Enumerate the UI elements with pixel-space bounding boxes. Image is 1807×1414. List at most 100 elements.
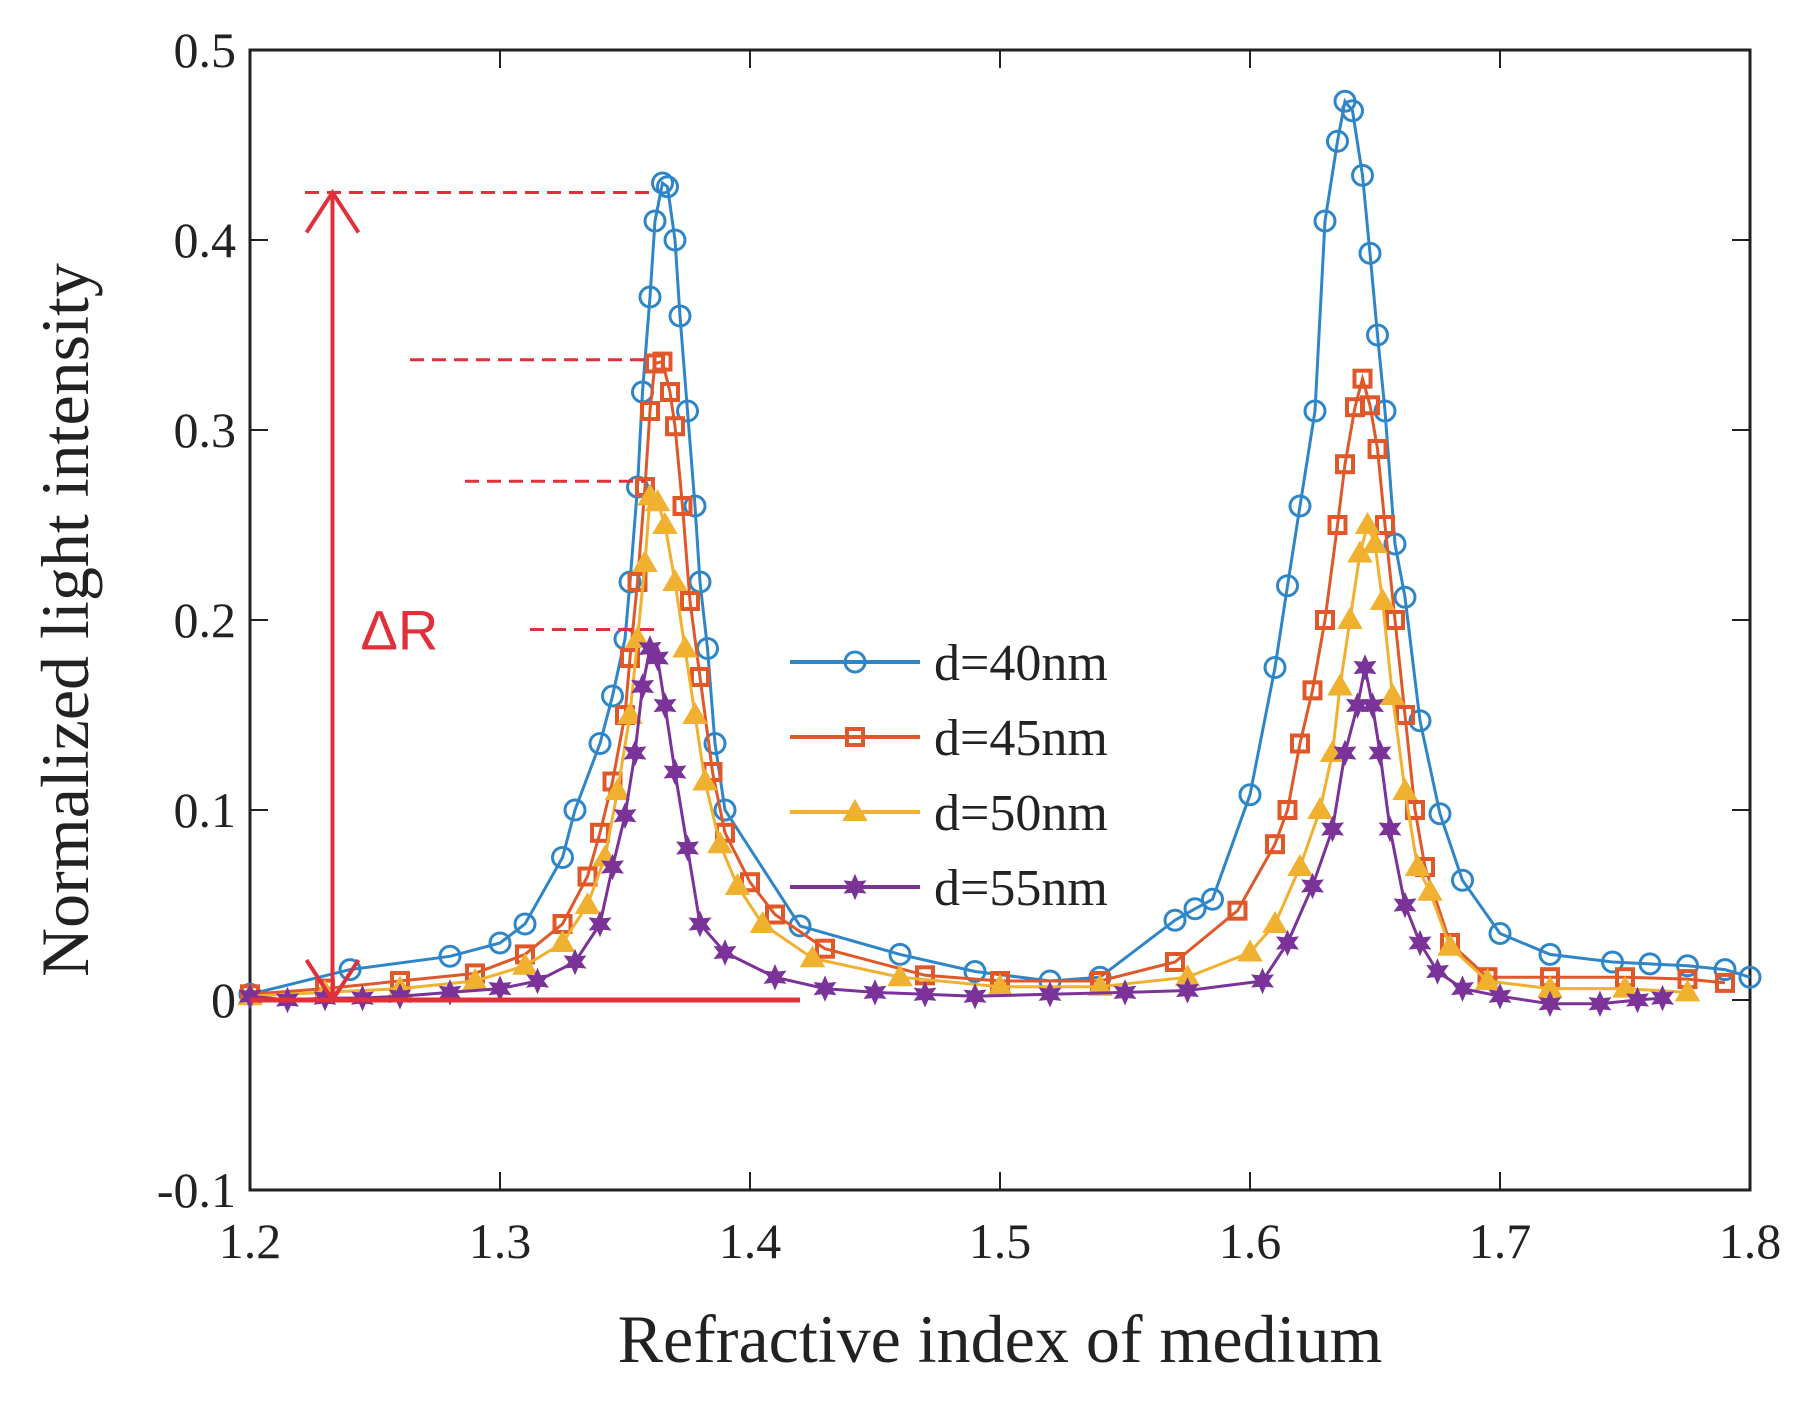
y-tick-label: 0.3 xyxy=(174,402,237,458)
data-point xyxy=(631,673,654,700)
data-point xyxy=(620,648,640,668)
data-point xyxy=(668,304,692,328)
data-point xyxy=(1163,908,1187,932)
data-point xyxy=(1488,982,1512,1010)
data-point xyxy=(887,964,913,987)
data-point xyxy=(1676,954,1699,978)
legend-marker xyxy=(843,873,867,901)
data-point xyxy=(1713,958,1737,982)
data-point xyxy=(963,960,987,983)
data-point xyxy=(749,911,776,933)
series-line xyxy=(249,97,1751,996)
data-point xyxy=(1378,815,1402,843)
x-tick-label: 1.3 xyxy=(469,1213,532,1269)
data-point xyxy=(1227,900,1248,921)
data-point xyxy=(1265,834,1285,855)
series-layer xyxy=(237,89,1762,1018)
data-point xyxy=(1368,739,1392,767)
legend-marker xyxy=(845,727,865,747)
data-point xyxy=(488,931,512,955)
data-point xyxy=(1404,854,1431,876)
legend-item: d=40nm xyxy=(790,635,1108,692)
data-point xyxy=(1251,967,1274,995)
data-point xyxy=(1351,163,1374,187)
data-point xyxy=(601,853,624,881)
data-point xyxy=(1538,990,1562,1018)
x-axis: 1.2 1.3 1.4 1.5 1.6 1.7 1.8 xyxy=(219,50,1781,1269)
data-point xyxy=(863,979,887,1006)
data-point xyxy=(1474,968,1501,990)
data-point xyxy=(601,684,624,708)
data-point xyxy=(1369,588,1396,610)
legend-item: d=55nm xyxy=(790,860,1108,917)
data-point xyxy=(1276,929,1299,957)
data-point xyxy=(512,952,538,975)
data-point xyxy=(1385,610,1405,630)
data-point xyxy=(1327,673,1353,696)
data-point xyxy=(623,739,647,767)
data-point xyxy=(662,569,688,591)
data-point xyxy=(1352,368,1373,389)
data-point xyxy=(652,351,673,372)
data-point xyxy=(1313,209,1337,233)
data-point xyxy=(1626,986,1649,1014)
data-point xyxy=(1408,929,1432,957)
data-point xyxy=(1588,990,1612,1018)
data-point xyxy=(680,591,700,611)
data-point xyxy=(1638,952,1662,976)
data-point xyxy=(438,979,462,1006)
y-axis: -0.1 0 0.1 0.2 0.3 0.4 0.5 xyxy=(157,22,1750,1218)
data-point xyxy=(663,758,687,786)
data-point xyxy=(663,228,687,252)
data-point xyxy=(1277,800,1298,820)
x-tick-label: 1.6 xyxy=(1219,1213,1282,1269)
data-point xyxy=(388,982,412,1010)
legend-marker xyxy=(842,799,868,821)
data-point xyxy=(672,496,693,516)
data-point xyxy=(1238,783,1262,807)
data-point xyxy=(238,982,262,1010)
data-point xyxy=(1392,778,1418,800)
x-tick-label: 1.2 xyxy=(219,1213,282,1269)
x-tick-label: 1.7 xyxy=(1469,1213,1532,1269)
data-point xyxy=(1408,709,1432,733)
data-point xyxy=(653,692,677,719)
data-point xyxy=(604,778,631,800)
legend-label: d=45nm xyxy=(934,710,1108,767)
data-point xyxy=(1451,975,1474,1002)
data-point xyxy=(574,892,601,914)
data-point xyxy=(1262,911,1288,933)
data-point xyxy=(1237,939,1263,962)
data-point xyxy=(713,939,737,966)
data-point xyxy=(646,644,669,672)
data-point xyxy=(656,175,679,199)
data-point xyxy=(1333,739,1357,767)
data-point xyxy=(624,626,651,648)
data-point xyxy=(1715,972,1735,993)
data-point xyxy=(660,382,680,402)
data-point xyxy=(1183,897,1207,921)
delta-r-label: ΔR xyxy=(361,599,439,662)
legend-label: d=40nm xyxy=(934,635,1108,692)
data-point xyxy=(1366,323,1389,347)
data-point xyxy=(590,822,610,843)
data-point xyxy=(672,635,698,658)
delta-arrow-head-bottom xyxy=(304,958,361,1004)
data-point xyxy=(617,702,643,724)
data-point xyxy=(1738,965,1762,989)
data-point xyxy=(688,910,712,938)
data-point xyxy=(563,798,587,822)
data-point xyxy=(799,945,826,968)
data-point xyxy=(549,930,576,952)
data-point xyxy=(813,975,837,1002)
data-point xyxy=(1263,656,1287,679)
series-d=40nm xyxy=(238,89,1762,1006)
data-point xyxy=(1201,887,1224,911)
data-point xyxy=(1674,979,1701,1002)
data-point xyxy=(563,948,587,976)
series-line xyxy=(249,359,1726,996)
data-point xyxy=(1538,942,1562,966)
data-point xyxy=(627,572,648,592)
legend-marker xyxy=(843,650,867,674)
